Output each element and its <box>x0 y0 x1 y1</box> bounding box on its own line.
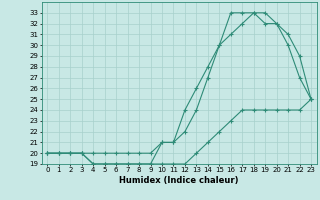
X-axis label: Humidex (Indice chaleur): Humidex (Indice chaleur) <box>119 176 239 185</box>
